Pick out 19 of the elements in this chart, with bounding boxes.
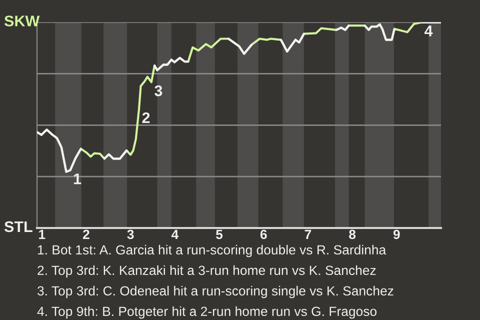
text: 3. Top 3rd: C. Odeneal hit a run-scoring single vs K. Sanchez xyxy=(38,286,394,298)
text: 4. Top 9th: B. Potgeter hit a 2-run home run vs G. Fragoso xyxy=(37,306,377,319)
x-tick-label: 8 xyxy=(349,230,356,240)
text: 2. Top 3rd: K. Kanzaki hit a 3-run home run vs K. Sanchez xyxy=(38,265,376,278)
text: STL xyxy=(4,221,32,232)
x-tick-label: 4 xyxy=(171,230,179,239)
annotation: 3 xyxy=(154,85,162,96)
text: 1. Bot 1st: A. Garcia hit a run-scoring double vs R. Sardinha xyxy=(38,244,386,258)
x-tick-label: 5 xyxy=(216,230,223,240)
x-tick-label: 1 xyxy=(39,230,46,239)
x-tick-label: 6 xyxy=(260,230,267,240)
annotation: 1 xyxy=(74,174,82,184)
annotation: 4 xyxy=(424,26,433,36)
x-tick-label: 9 xyxy=(393,230,400,240)
annotation: 2 xyxy=(142,112,150,123)
x-tick-label: 7 xyxy=(304,230,312,239)
x-tick-label: 3 xyxy=(127,230,134,240)
annotation: SKW xyxy=(4,16,40,26)
x-tick-label: 2 xyxy=(83,230,90,239)
